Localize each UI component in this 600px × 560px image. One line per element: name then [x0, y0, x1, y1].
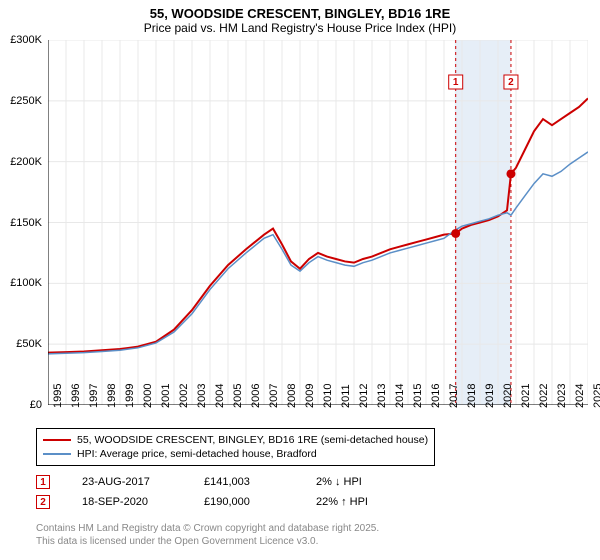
- svg-text:2: 2: [508, 77, 514, 88]
- title-line-2: Price paid vs. HM Land Registry's House …: [0, 21, 600, 35]
- x-axis-label: 1996: [70, 384, 82, 408]
- x-axis-label: 1998: [106, 384, 118, 408]
- credit-line-2: This data is licensed under the Open Gov…: [36, 535, 379, 548]
- y-axis-label: £0: [30, 399, 42, 411]
- x-axis-label: 2013: [376, 384, 388, 408]
- x-axis-label: 2019: [484, 384, 496, 408]
- x-axis-label: 2025: [592, 384, 600, 408]
- y-axis-label: £150K: [10, 217, 42, 229]
- x-axis-label: 2024: [574, 384, 586, 408]
- legend-label: 55, WOODSIDE CRESCENT, BINGLEY, BD16 1RE…: [77, 434, 428, 446]
- x-axis-label: 2022: [538, 384, 550, 408]
- y-axis-label: £100K: [10, 277, 42, 289]
- x-axis-label: 2011: [340, 384, 352, 408]
- info-price: £141,003: [204, 476, 284, 488]
- info-delta: 22% ↑ HPI: [316, 496, 368, 508]
- x-axis-label: 2001: [160, 384, 172, 408]
- x-axis-label: 2015: [412, 384, 424, 408]
- chart-container: 55, WOODSIDE CRESCENT, BINGLEY, BD16 1RE…: [0, 0, 600, 560]
- x-axis-label: 1995: [52, 384, 64, 408]
- chart-svg: 12: [48, 40, 588, 405]
- info-price: £190,000: [204, 496, 284, 508]
- info-date: 23-AUG-2017: [82, 476, 172, 488]
- x-axis-label: 2023: [556, 384, 568, 408]
- x-axis-label: 2017: [448, 384, 460, 408]
- x-axis-label: 2016: [430, 384, 442, 408]
- x-axis-label: 2021: [520, 384, 532, 408]
- marker-badge: 1: [36, 475, 50, 489]
- y-axis-label: £50K: [16, 338, 42, 350]
- marker-badge: 2: [36, 495, 50, 509]
- x-axis-label: 1999: [124, 384, 136, 408]
- x-axis-label: 2006: [250, 384, 262, 408]
- info-row: 1 23-AUG-2017 £141,003 2% ↓ HPI: [36, 472, 368, 492]
- legend-label: HPI: Average price, semi-detached house,…: [77, 448, 317, 460]
- credit: Contains HM Land Registry data © Crown c…: [36, 522, 379, 548]
- x-axis-label: 2000: [142, 384, 154, 408]
- legend-item: 55, WOODSIDE CRESCENT, BINGLEY, BD16 1RE…: [43, 433, 428, 447]
- x-axis-label: 2020: [502, 384, 514, 408]
- info-row: 2 18-SEP-2020 £190,000 22% ↑ HPI: [36, 492, 368, 512]
- x-axis-label: 2008: [286, 384, 298, 408]
- legend-swatch: [43, 439, 71, 441]
- legend: 55, WOODSIDE CRESCENT, BINGLEY, BD16 1RE…: [36, 428, 435, 466]
- x-axis-label: 2012: [358, 384, 370, 408]
- x-axis-label: 2009: [304, 384, 316, 408]
- x-axis-label: 2003: [196, 384, 208, 408]
- credit-line-1: Contains HM Land Registry data © Crown c…: [36, 522, 379, 535]
- legend-item: HPI: Average price, semi-detached house,…: [43, 447, 428, 461]
- info-delta: 2% ↓ HPI: [316, 476, 362, 488]
- info-date: 18-SEP-2020: [82, 496, 172, 508]
- x-axis-label: 2010: [322, 384, 334, 408]
- title-line-1: 55, WOODSIDE CRESCENT, BINGLEY, BD16 1RE: [0, 6, 600, 21]
- y-axis-label: £300K: [10, 34, 42, 46]
- y-axis-label: £250K: [10, 95, 42, 107]
- y-axis-label: £200K: [10, 156, 42, 168]
- legend-swatch: [43, 453, 71, 455]
- x-axis-label: 2004: [214, 384, 226, 408]
- x-axis-label: 1997: [88, 384, 100, 408]
- x-axis-label: 2018: [466, 384, 478, 408]
- x-axis-label: 2007: [268, 384, 280, 408]
- x-axis-label: 2005: [232, 384, 244, 408]
- x-axis-label: 2014: [394, 384, 406, 408]
- info-table: 1 23-AUG-2017 £141,003 2% ↓ HPI 2 18-SEP…: [36, 472, 368, 512]
- chart-titles: 55, WOODSIDE CRESCENT, BINGLEY, BD16 1RE…: [0, 0, 600, 37]
- chart-area: 12 £0£50K£100K£150K£200K£250K£300K199519…: [48, 40, 588, 405]
- x-axis-label: 2002: [178, 384, 190, 408]
- svg-text:1: 1: [453, 77, 459, 88]
